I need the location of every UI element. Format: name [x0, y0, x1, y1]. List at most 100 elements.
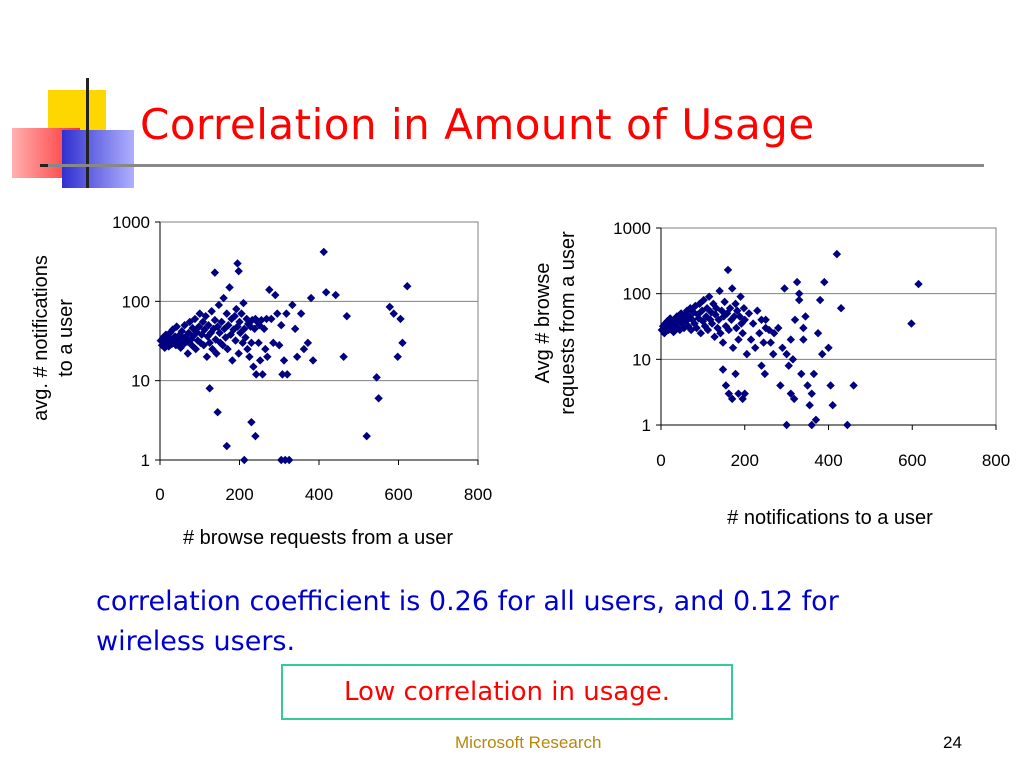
- data-point: [776, 381, 785, 390]
- data-point: [724, 325, 734, 335]
- y-tick-label: 1000: [613, 219, 651, 238]
- data-point: [724, 389, 734, 398]
- data-point: [706, 315, 715, 324]
- data-point: [843, 420, 852, 430]
- data-point: [308, 356, 318, 365]
- data-point: [306, 293, 316, 303]
- x-tick-label: 200: [225, 485, 253, 504]
- data-point: [254, 338, 263, 348]
- slide-title: Correlation in Amount of Usage: [140, 100, 815, 149]
- data-point: [740, 315, 749, 324]
- data-point: [697, 306, 707, 315]
- x-tick-label: 200: [731, 451, 759, 470]
- data-point: [321, 288, 331, 297]
- x-tick-label: 400: [814, 451, 842, 470]
- data-point: [722, 309, 732, 318]
- data-point: [718, 338, 728, 347]
- data-point: [731, 299, 740, 309]
- data-point: [247, 338, 256, 348]
- x-tick-label: 0: [656, 451, 665, 470]
- x-tick-label: 0: [155, 485, 164, 504]
- y-axis-title-line1: avg. # notifications: [30, 255, 52, 421]
- data-point: [751, 343, 760, 352]
- data-point: [232, 304, 241, 314]
- data-point: [219, 293, 228, 303]
- data-point: [668, 318, 677, 328]
- y-tick-label: 100: [623, 285, 651, 304]
- data-point: [339, 352, 348, 361]
- data-point: [811, 415, 821, 425]
- data-point: [748, 319, 758, 328]
- data-point: [824, 343, 833, 352]
- data-point: [723, 265, 733, 275]
- footer-organization: Microsoft Research: [455, 733, 602, 752]
- data-point: [218, 340, 228, 350]
- data-point: [275, 340, 284, 350]
- data-point: [261, 344, 270, 354]
- y-tick-label: 1000: [112, 213, 150, 232]
- data-point: [780, 284, 789, 293]
- data-point: [194, 322, 204, 331]
- data-point: [195, 309, 204, 318]
- data-point: [342, 311, 352, 321]
- data-point: [734, 389, 743, 398]
- data-point: [689, 308, 698, 317]
- data-point: [696, 329, 705, 338]
- data-point: [721, 381, 731, 390]
- data-point: [223, 344, 232, 354]
- data-point: [284, 455, 294, 465]
- data-point: [277, 321, 286, 330]
- data-point: [914, 279, 923, 289]
- data-point: [759, 338, 768, 347]
- y-tick-label: 10: [131, 372, 150, 391]
- y-tick-label: 100: [122, 292, 150, 311]
- data-point: [385, 302, 394, 312]
- data-point: [832, 249, 842, 259]
- data-point: [259, 324, 269, 334]
- data-point: [702, 312, 711, 321]
- data-point: [766, 338, 775, 347]
- x-tick-label: 800: [464, 485, 492, 504]
- data-point: [255, 356, 265, 365]
- data-point: [746, 335, 756, 344]
- data-point: [262, 314, 271, 324]
- title-underline: [48, 164, 984, 167]
- ornament-blue-square: [62, 130, 134, 188]
- data-point: [681, 310, 690, 319]
- data-point: [715, 286, 724, 296]
- data-point: [362, 431, 371, 441]
- data-point: [734, 335, 743, 344]
- data-point: [198, 317, 208, 327]
- x-tick-label: 800: [982, 451, 1010, 470]
- data-point: [201, 311, 210, 321]
- data-point: [731, 369, 740, 379]
- data-point: [790, 315, 800, 324]
- data-point: [235, 317, 244, 327]
- x-axis-title: # browse requests from a user: [183, 527, 453, 549]
- data-point: [664, 325, 673, 335]
- data-point: [727, 284, 737, 293]
- data-point: [907, 319, 916, 328]
- data-point: [786, 335, 796, 344]
- data-point: [727, 394, 737, 404]
- data-point: [714, 315, 723, 324]
- plot-area: 1 10 100 1000 0 200 400 600 800: [613, 219, 1010, 470]
- data-point: [718, 365, 728, 374]
- data-point: [792, 277, 802, 287]
- data-point: [716, 329, 725, 338]
- data-point: [739, 304, 749, 313]
- data-point: [191, 344, 200, 354]
- y-tick-label: 1: [141, 451, 150, 470]
- data-point: [728, 343, 738, 352]
- data-point: [177, 327, 187, 336]
- data-point: [703, 325, 713, 335]
- data-point: [736, 292, 745, 301]
- data-point: [794, 289, 804, 298]
- data-point: [265, 285, 274, 294]
- data-point: [278, 370, 287, 379]
- data-point: [744, 309, 754, 318]
- data-point: [738, 329, 747, 338]
- data-point: [202, 352, 212, 361]
- data-point: [389, 309, 398, 318]
